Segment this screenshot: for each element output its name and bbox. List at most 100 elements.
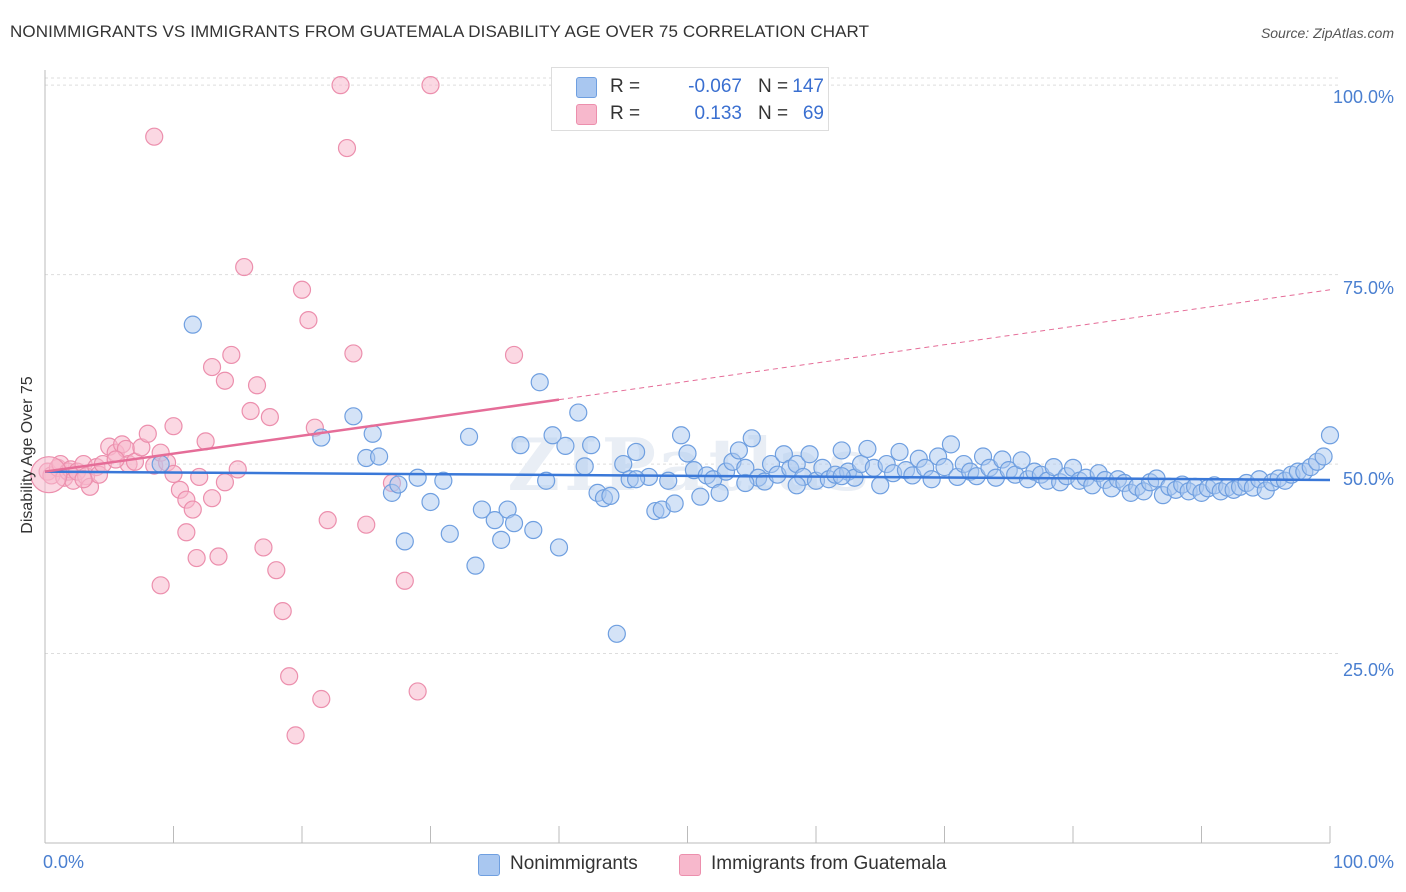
legend-r-label: R = — [610, 76, 641, 97]
blue-point — [537, 471, 556, 490]
y-tick-label: 50.0% — [1342, 469, 1394, 489]
blue-point — [1012, 451, 1031, 470]
blue-point — [710, 483, 729, 502]
pink-point — [260, 407, 279, 427]
pink-point — [164, 417, 183, 436]
legend-r-value: -0.067 — [688, 76, 742, 97]
pink-point — [280, 667, 299, 686]
x-tick-label: 0.0% — [43, 852, 85, 872]
blue-point — [858, 439, 877, 459]
blue-point — [504, 514, 524, 533]
pink-point — [222, 345, 241, 365]
trend-line-immigrants-dashed — [558, 289, 1331, 401]
blue-point — [524, 520, 543, 540]
pink-point — [187, 548, 206, 568]
blue-point — [569, 403, 588, 422]
pink-point — [395, 571, 414, 590]
blue-point — [1314, 447, 1333, 466]
bottom-legend-swatch-blue — [478, 854, 500, 876]
legend-n-label: N = — [758, 76, 789, 97]
legend-n-label: N = — [758, 103, 789, 124]
blue-point — [556, 436, 575, 455]
blue-point — [511, 436, 530, 455]
x-tick-label: 100.0% — [1332, 852, 1394, 872]
legend-r-label: R = — [610, 103, 641, 124]
y-tick-label: 25.0% — [1342, 660, 1394, 680]
blue-point — [151, 454, 170, 474]
blue-point — [967, 467, 986, 486]
pink-point — [74, 470, 93, 489]
blue-point — [614, 454, 633, 474]
blue-point — [922, 470, 941, 489]
blue-point — [434, 471, 453, 490]
trend-line-immigrants — [44, 398, 560, 473]
blue-point — [935, 458, 954, 477]
pink-point — [241, 401, 260, 421]
bottom-legend-swatch-pink — [679, 854, 701, 876]
blue-point — [800, 445, 819, 464]
blue-point — [459, 427, 479, 446]
blue-point — [466, 556, 485, 575]
pink-point — [273, 601, 292, 621]
blue-point — [1044, 458, 1063, 477]
pink-point — [312, 689, 331, 709]
pink-point — [183, 500, 202, 519]
legend-n-value: 147 — [792, 76, 824, 97]
pink-point — [247, 376, 267, 395]
blue-point — [787, 476, 806, 495]
blue-point — [626, 470, 646, 489]
pink-point — [344, 344, 363, 363]
pink-point — [228, 460, 247, 479]
chart-title: NONIMMIGRANTS VS IMMIGRANTS FROM GUATEMA… — [10, 22, 870, 41]
pink-point — [202, 489, 222, 508]
pink-point — [299, 310, 318, 330]
blue-point — [832, 441, 851, 460]
blue-point — [607, 624, 626, 643]
blue-point — [678, 444, 697, 463]
blue-point — [549, 538, 569, 557]
blue-point — [492, 530, 511, 549]
blue-point — [665, 494, 684, 513]
y-tick-label: 100.0% — [1332, 87, 1394, 107]
blue-point — [729, 441, 749, 460]
blue-point — [1320, 426, 1340, 445]
pink-point — [151, 576, 170, 595]
pink-point — [202, 357, 222, 377]
y-tick-label: 75.0% — [1342, 278, 1394, 298]
blue-point — [626, 442, 646, 462]
legend-swatch-blue — [576, 77, 597, 98]
pink-point — [106, 450, 125, 469]
blue-point — [671, 426, 691, 445]
blue-point — [421, 492, 440, 512]
pink-point — [292, 280, 312, 299]
blue-point — [408, 468, 427, 487]
blue-point — [389, 475, 408, 494]
blue-point — [530, 373, 549, 392]
blue-point — [575, 457, 594, 476]
pink-point — [331, 76, 350, 95]
pink-point — [254, 538, 273, 557]
blue-point — [601, 486, 620, 506]
blue-point — [485, 511, 504, 530]
pink-point — [235, 257, 254, 277]
pink-point — [177, 523, 196, 542]
pink-point — [357, 515, 376, 534]
blue-point — [736, 473, 755, 493]
blue-point — [691, 487, 710, 506]
pink-point — [504, 345, 524, 365]
pink-point — [408, 682, 427, 701]
pink-point — [164, 464, 183, 484]
source-label: Source: ZipAtlas.com — [1260, 25, 1394, 41]
blue-point — [440, 524, 459, 543]
pink-point — [267, 561, 286, 580]
blue-point — [742, 429, 761, 448]
blue-point — [472, 500, 491, 519]
pink-point — [337, 138, 357, 158]
blue-point — [871, 476, 890, 495]
legend-swatch-pink — [576, 104, 597, 125]
pink-point — [138, 424, 157, 443]
legend-n-value: 69 — [802, 103, 824, 124]
bottom-legend-label: Nonimmigrants — [510, 853, 638, 874]
pink-point — [421, 76, 440, 95]
stats-legend: R = -0.067 N = 147 R = 0.133 N = 69 — [551, 67, 829, 131]
